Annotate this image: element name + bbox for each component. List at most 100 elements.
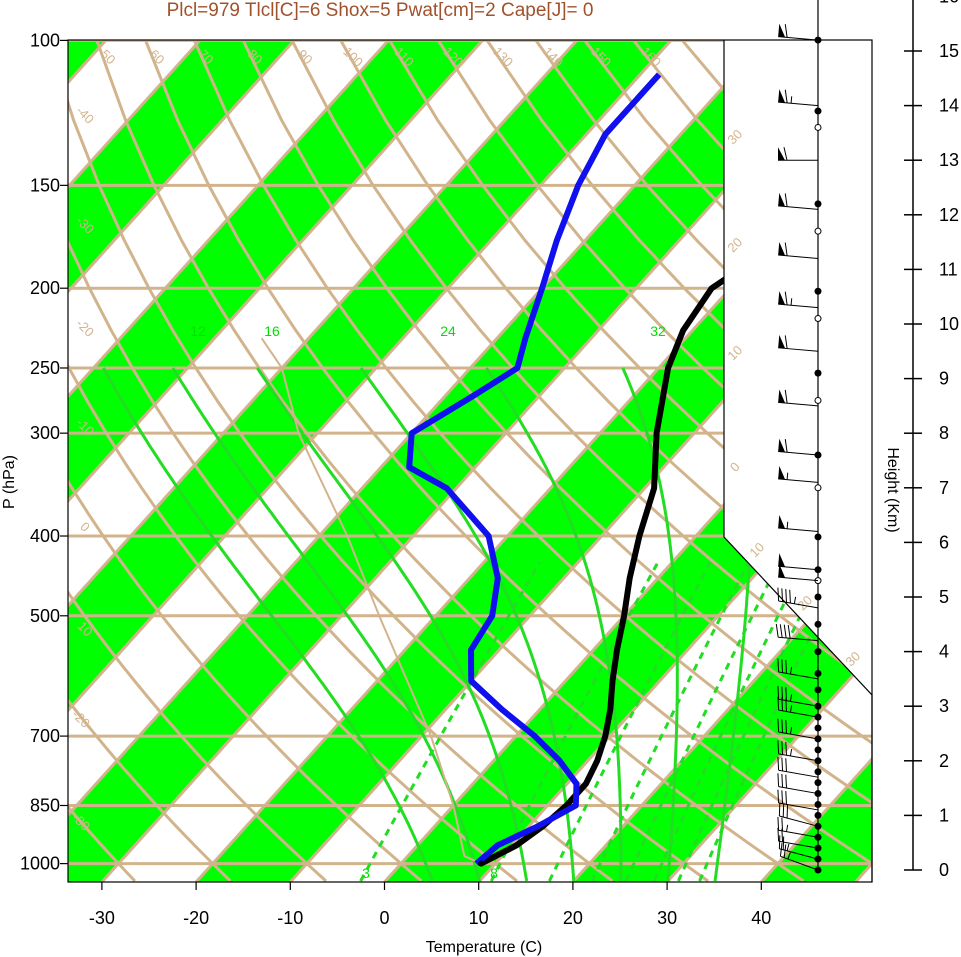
- wind-level-dot: [814, 724, 822, 732]
- wind-barb-shaft: [778, 636, 819, 642]
- wind-level-dot: [814, 669, 822, 677]
- temperature-tick-label: 0: [379, 908, 389, 928]
- wind-barb-feather: [777, 816, 780, 831]
- x-axis-label: Temperature (C): [426, 939, 542, 956]
- wind-barb-flag: [778, 89, 786, 103]
- wind-barb-half-feather: [790, 96, 793, 104]
- isotherm-line: [68, 40, 673, 713]
- wind-barb: [778, 389, 819, 407]
- wind-barb-feather: [787, 624, 791, 639]
- wind-barb-feather: [784, 193, 788, 207]
- height-tick-label: 15: [939, 41, 959, 61]
- mixing-ratio-line: [489, 561, 660, 882]
- wind-barb-flag: [778, 291, 786, 305]
- wind-barb: [777, 789, 819, 811]
- dry-adiabat-line: [144, 40, 872, 866]
- wind-barb: [778, 564, 819, 582]
- wind-barb: [777, 740, 819, 762]
- moist-adiabat-line: [621, 367, 679, 882]
- adiabat-label: 130: [490, 44, 516, 70]
- mixing-ratio-line: [359, 561, 542, 882]
- wind-level-dot: [814, 369, 822, 377]
- pressure-tick-label: 300: [30, 423, 60, 443]
- mixing-ratio-line: [548, 561, 712, 882]
- height-axis-label: Height (Km): [884, 447, 901, 532]
- height-tick-label: 14: [939, 96, 959, 116]
- wind-barb-flag: [778, 192, 786, 207]
- dry-adiabat-line: [68, 362, 518, 882]
- height-tick-label: 5: [939, 587, 949, 607]
- wind-level-dot: [814, 620, 822, 628]
- height-tick-label: 16: [939, 0, 959, 6]
- moist-adiabat-line: [102, 367, 434, 882]
- wind-barb-shaft: [778, 840, 819, 849]
- wind-barb-feather: [777, 718, 780, 733]
- moist-adiabat-line: [171, 367, 482, 882]
- wind-barb-half-feather: [786, 843, 790, 851]
- wind-level-dot: [814, 746, 822, 754]
- pressure-tick-label: 100: [30, 30, 60, 50]
- wind-barb-feather: [775, 623, 779, 638]
- wind-level-dot: [814, 200, 822, 208]
- wind-level-dot: [814, 779, 822, 787]
- isotherm-line: [68, 40, 579, 608]
- isotherm-label: -20: [73, 316, 97, 340]
- wind-barb: [778, 147, 818, 161]
- wind-barb-shaft: [778, 671, 819, 680]
- wind-barb-feather: [781, 817, 784, 832]
- height-tick-label: 11: [939, 259, 958, 279]
- pressure-tick-label: 700: [30, 726, 60, 746]
- wind-barb-feather: [781, 757, 784, 771]
- dry-adiabat-line: [68, 589, 328, 882]
- wind-barb-flag: [778, 389, 786, 404]
- wind-barb-flag: [778, 553, 786, 567]
- pressure-tick-label: 500: [30, 606, 60, 626]
- parcel-line: [260, 337, 482, 865]
- height-tick-label: 0: [939, 860, 949, 880]
- pressure-tick-label: 400: [30, 526, 60, 546]
- wind-level-dot: [814, 593, 822, 601]
- wind-barb-shaft: [778, 709, 819, 718]
- wind-level-open-dot: [814, 227, 822, 235]
- temperature-tick-label: -30: [89, 908, 115, 928]
- wind-barb: [778, 835, 819, 860]
- moist-adiabat-line: [485, 367, 623, 881]
- mixing-ratio-line: [624, 561, 781, 882]
- mixing-ratio-layer: [359, 561, 847, 882]
- wind-barb-shaft: [778, 786, 819, 795]
- wind-barb-feather: [783, 624, 787, 638]
- wind-barb-flag: [778, 515, 786, 529]
- wind-barb-feather: [785, 659, 787, 674]
- wind-barb-half-feather: [789, 694, 793, 702]
- temperature-tick-label: 10: [469, 908, 489, 928]
- wind-level-dot: [814, 648, 822, 656]
- wind-barb-shaft: [778, 731, 819, 740]
- wind-barb-feather: [784, 24, 788, 38]
- height-tick-label: 10: [939, 314, 959, 334]
- surface-marker: [478, 860, 485, 867]
- wind-barb: [778, 89, 819, 107]
- wind-barb-feather: [785, 741, 787, 756]
- plot-area: [68, 40, 872, 882]
- dry-adiabat-line: [241, 40, 872, 745]
- wind-barb-shaft: [780, 855, 819, 871]
- wind-barb-feather: [784, 439, 788, 453]
- isotherm-line: [68, 40, 767, 818]
- wind-level-open-dot: [814, 123, 822, 131]
- dry-adiabat-line: [68, 238, 614, 882]
- pressure-tick-label: 200: [30, 278, 60, 298]
- wind-barb-feather: [777, 789, 780, 804]
- wind-barb: [777, 816, 819, 838]
- wind-level-dot: [814, 107, 822, 115]
- wind-barb-half-feather: [793, 596, 797, 604]
- pressure-tick-label: 850: [30, 795, 60, 815]
- wind-barb: [777, 756, 819, 778]
- wind-barb-feather: [777, 587, 780, 602]
- wind-barb-shaft: [778, 576, 819, 582]
- wind-barb: [777, 718, 819, 740]
- wind-barb-shaft: [778, 451, 819, 456]
- wind-barb-feather: [781, 773, 784, 788]
- mixing-ratio-line: [652, 561, 806, 882]
- chart-title: Plcl=979 Tlcl[C]=6 Shox=5 Pwat[cm]=2 Cap…: [167, 0, 594, 21]
- wind-barb-flag: [778, 242, 786, 256]
